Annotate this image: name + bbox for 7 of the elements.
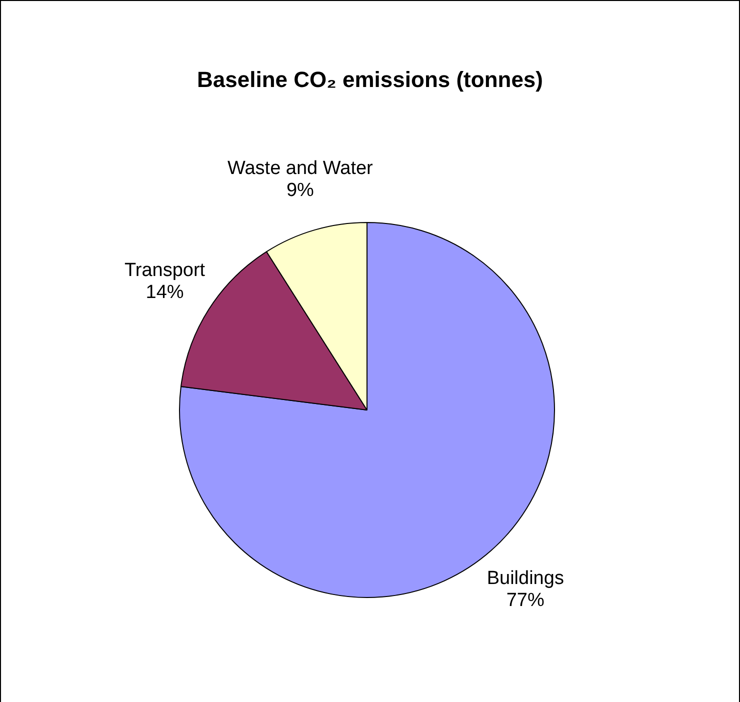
data-label: 77% bbox=[506, 590, 544, 611]
data-label: 14% bbox=[146, 282, 184, 303]
slice-label: Waste and Water bbox=[227, 158, 374, 180]
slice-label: Buildings bbox=[486, 568, 564, 589]
data-label: 9% bbox=[286, 180, 314, 202]
chart-title: Baseline CO₂ emissions (tonnes) bbox=[197, 67, 543, 92]
slice-label: Transport bbox=[124, 260, 206, 281]
